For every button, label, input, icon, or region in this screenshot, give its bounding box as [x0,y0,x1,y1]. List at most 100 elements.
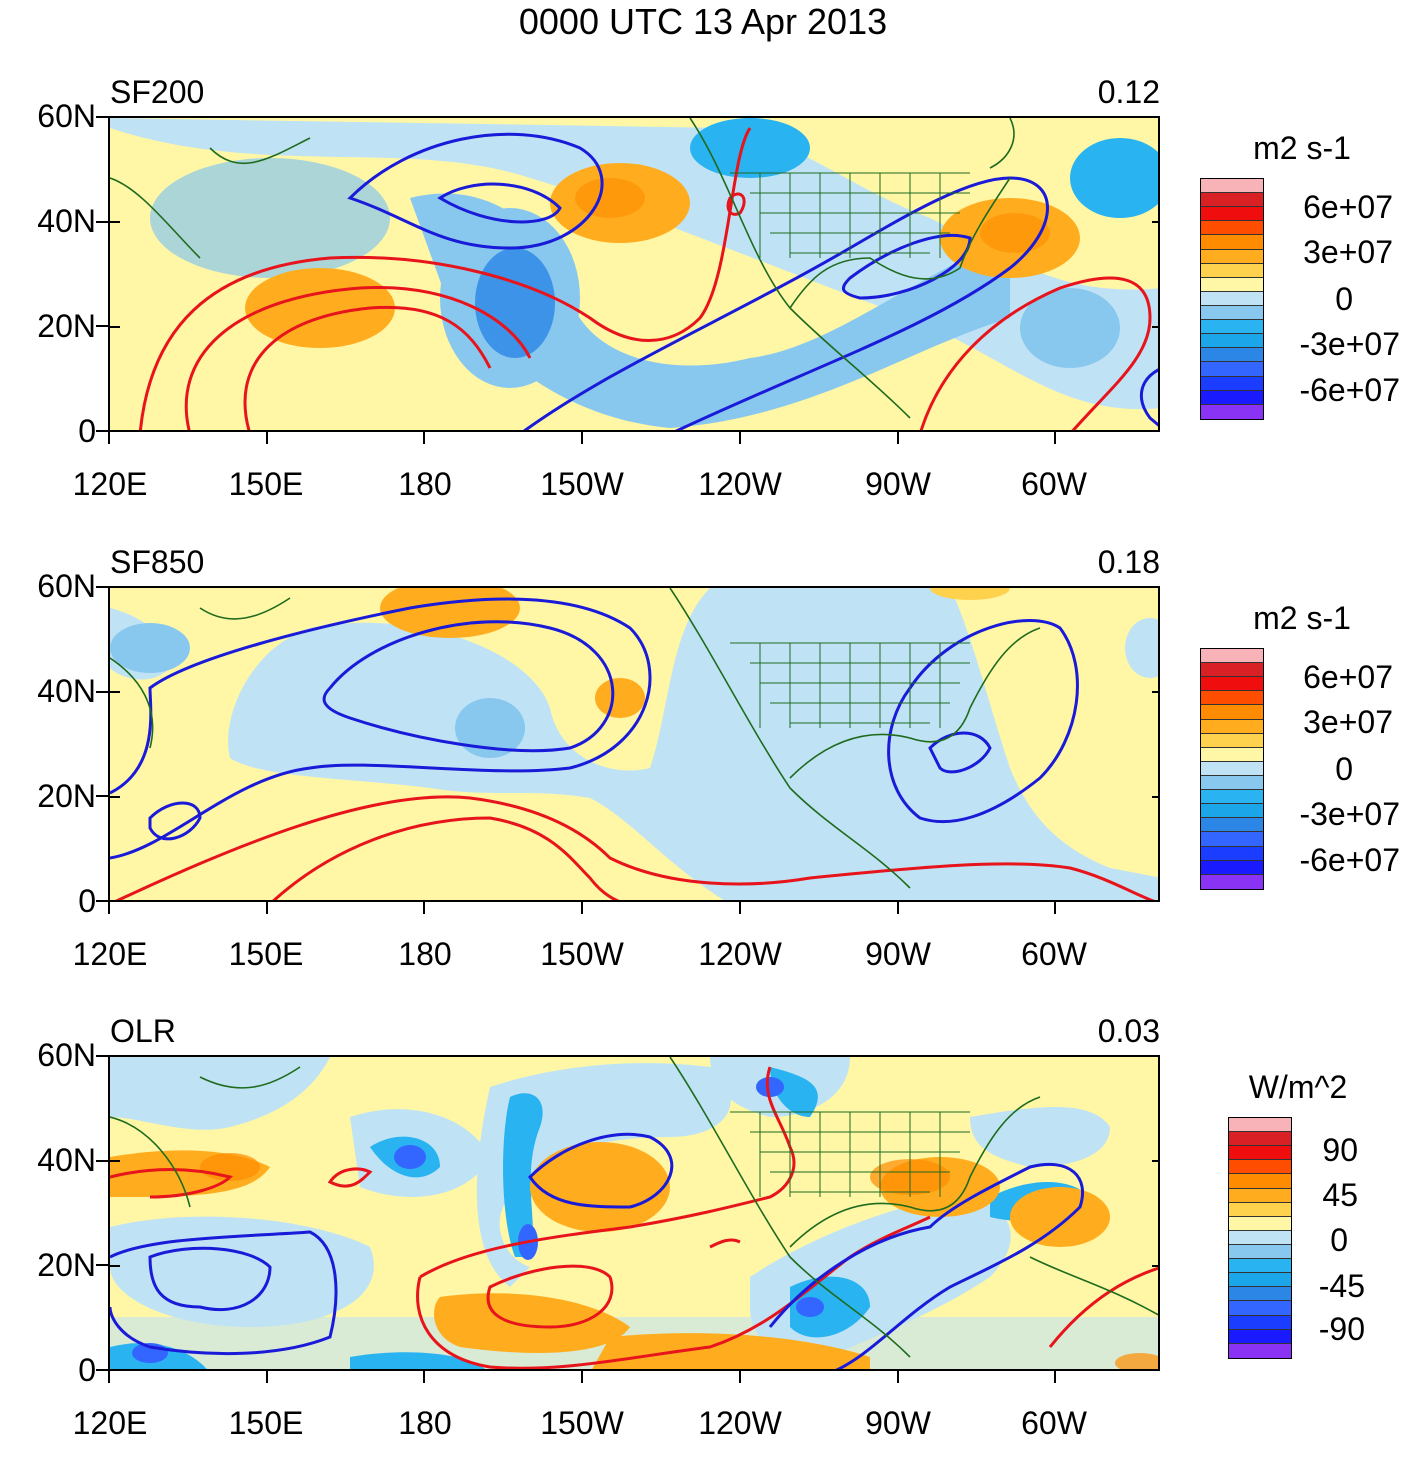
lon-tick [581,432,584,444]
colorbar-tick-label: 3e+07 [1303,704,1393,740]
lat-tick [96,1055,108,1057]
colorbar-cell [1201,663,1263,678]
colorbar-cell [1201,221,1263,236]
colorbar-tick-label: -3e+07 [1299,326,1400,362]
lat-label: 0 [78,413,96,449]
colorbar-cell [1201,390,1263,405]
lon-label: 150W [540,936,624,972]
lon-label: 60W [1021,1405,1087,1441]
colorbar-cell [1201,719,1263,734]
lon-label: 150E [228,1405,304,1441]
colorbar-tick-label: 45 [1322,1177,1358,1213]
panel-label: SF850 [110,544,205,580]
colorbar-cell [1201,818,1263,833]
colorbar-cell [1229,1329,1291,1344]
lon-label: 180 [398,1405,452,1441]
colorbar-cell [1201,804,1263,819]
panel-label: OLR [110,1013,176,1049]
colorbar-cell [1201,860,1263,875]
colorbar-tick-label: 6e+07 [1303,659,1393,695]
lon-label: 120W [698,1405,782,1441]
lon-tick [265,432,268,444]
colorbar-cell [1229,1244,1291,1260]
lon-label: 90W [865,466,931,502]
lon-label: 120E [72,466,148,502]
lon-tick [265,1371,268,1383]
colorbar-tick-label: 3e+07 [1303,234,1393,270]
lon-label: 150W [540,1405,624,1441]
lat-tick [96,220,108,223]
colorbar-cell [1229,1146,1291,1161]
colorbar-cell [1229,1230,1291,1245]
colorbar-cell [1229,1188,1291,1203]
lon-tick [1054,432,1057,444]
panel-label: SF200 [110,74,205,110]
colorbar-cell [1201,705,1263,720]
lat-label: 40N [37,673,96,709]
lat-tick [96,900,108,903]
colorbar-cell [1229,1287,1291,1302]
colorbar-cell [1201,291,1263,306]
legend-unit: m2 s-1 [1253,600,1351,636]
colorbar-cell [1229,1132,1291,1147]
lon-label: 60W [1021,936,1087,972]
lon-tick [1054,1371,1057,1383]
colorbar-cell [1201,376,1263,391]
lon-tick [1054,902,1057,914]
colorbar-tick-label: -6e+07 [1299,842,1400,878]
colorbar-cell [1201,362,1263,377]
colorbar-cell [1229,1315,1291,1330]
colorbar [1228,1117,1292,1359]
lat-tick [96,795,108,798]
lon-tick [896,432,899,444]
map-field [110,1057,1158,1369]
lat-label: 40N [37,1142,96,1178]
lon-label: 180 [398,936,452,972]
colorbar-cell [1229,1216,1291,1231]
colorbar-cell [1201,320,1263,335]
colorbar-cell [1201,733,1263,748]
lat-tick [96,586,108,588]
colorbar-cell [1229,1343,1291,1358]
colorbar-cell [1201,691,1263,706]
colorbar-cell [1201,179,1263,194]
colorbar-cell [1201,249,1263,264]
lon-tick [423,1371,426,1383]
lon-label: 120W [698,936,782,972]
colorbar-tick-label: 0 [1335,281,1353,317]
lon-label: 150E [228,466,304,502]
legend-unit: W/m^2 [1248,1069,1348,1105]
lat-label: 40N [37,203,96,239]
colorbar-cell [1201,761,1263,776]
colorbar-cell [1201,832,1263,847]
lon-label: 180 [398,466,452,502]
colorbar-cell [1229,1118,1291,1133]
panel-sf200: SF200 0.12 [0,74,1406,526]
colorbar-cell [1201,193,1263,208]
lat-tick [96,116,108,118]
colorbar-cell [1229,1160,1291,1175]
colorbar-cell [1201,649,1263,664]
lat-label: 60N [37,98,96,134]
colorbar-tick-label: -3e+07 [1299,796,1400,832]
lon-label: 90W [865,936,931,972]
panel-sf850: SF850 0.18 [0,544,1406,996]
lat-tick [96,1264,108,1267]
colorbar-cell [1201,790,1263,805]
colorbar-cell [1229,1273,1291,1288]
lon-tick [738,432,741,444]
colorbar-cell [1201,277,1263,292]
map-plot [108,586,1160,902]
lon-tick [108,432,110,444]
lon-tick [581,1371,584,1383]
lat-tick [96,690,108,693]
colorbar-cell [1201,305,1263,321]
colorbar-tick-label: 0 [1335,751,1353,787]
map-plot [108,116,1160,432]
panel-correlation-value: 0.18 [1097,544,1160,580]
lon-label: 60W [1021,466,1087,502]
lat-label: 60N [37,568,96,604]
colorbar-cell [1229,1202,1291,1217]
panel-correlation-value: 0.12 [1097,74,1160,110]
colorbar-cell [1201,263,1263,278]
